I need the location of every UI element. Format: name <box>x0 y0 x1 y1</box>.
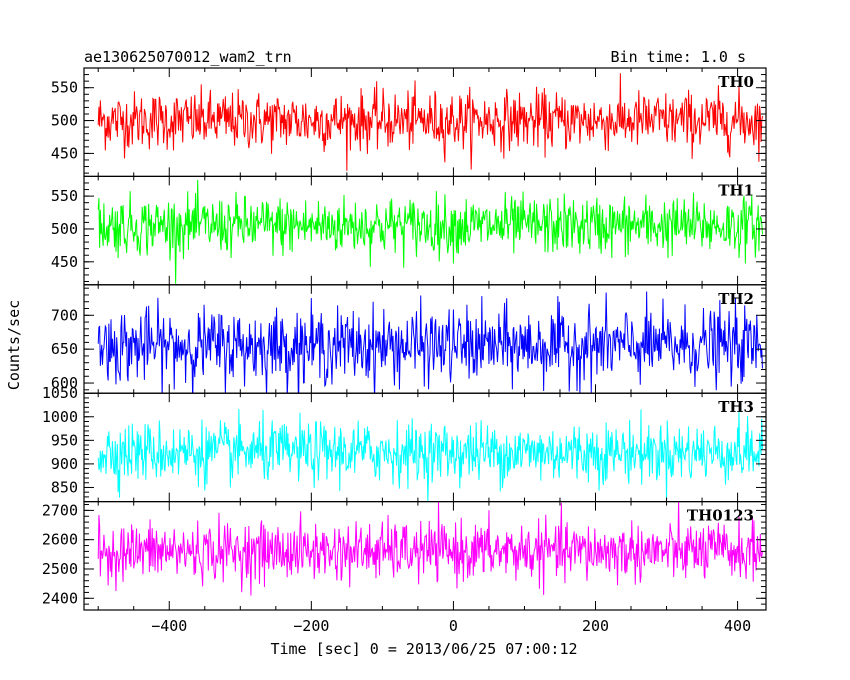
y-tick-label: 450 <box>51 253 78 271</box>
panels-group: 450 500 550 TH0 450 500 550 TH1 600 650 700 TH2 850 9… <box>42 67 767 635</box>
panel-name-label: TH2 <box>718 290 754 308</box>
y-tick-label: 2500 <box>42 560 78 578</box>
panel-name-label: TH3 <box>718 398 754 416</box>
y-tick-label: 1000 <box>42 408 78 426</box>
panel-th0: 450 500 550 TH0 <box>51 67 767 178</box>
y-tick-label: 2400 <box>42 589 78 607</box>
y-tick-label: 2600 <box>42 531 78 549</box>
series-trace-th2 <box>97 291 763 394</box>
y-tick-label: 850 <box>51 478 78 496</box>
y-tick-label: 550 <box>51 79 78 97</box>
series-trace-th0 <box>97 73 763 171</box>
y-tick-label: 600 <box>51 374 78 392</box>
series-trace-th0123 <box>97 501 763 596</box>
x-tick-label: 200 <box>582 617 609 635</box>
x-tick-label: −200 <box>293 617 329 635</box>
y-axis-label: Counts/sec <box>5 300 23 390</box>
bin-time-label: Bin time: 1.0 s <box>611 48 746 66</box>
y-tick-label: 900 <box>51 455 78 473</box>
panel-frame <box>83 501 767 611</box>
x-axis-label: Time [sec] 0 = 2013/06/25 07:00:12 <box>270 640 577 658</box>
y-tick-label: 500 <box>51 112 78 130</box>
panel-name-label: TH0123 <box>687 507 754 525</box>
panel-name-label: TH1 <box>718 181 754 199</box>
panel-th1: 450 500 550 TH1 <box>51 175 767 286</box>
y-tick-label: 650 <box>51 340 78 358</box>
panel-th0123: 2400 2500 2600 2700 TH0123 <box>42 501 767 611</box>
y-tick-label: 2700 <box>42 501 78 519</box>
panel-th3: 850 900 950 1000 1050 TH3 <box>42 384 767 503</box>
x-tick-label: 400 <box>724 617 751 635</box>
chart-title: ae130625070012_wam2_trn <box>84 48 292 66</box>
series-trace-th1 <box>97 180 763 284</box>
series-trace-th3 <box>97 409 763 502</box>
panel-name-label: TH0 <box>718 73 754 91</box>
y-tick-label: 950 <box>51 431 78 449</box>
y-tick-label: 1050 <box>42 384 78 402</box>
y-tick-label: 550 <box>51 187 78 205</box>
y-tick-label: 700 <box>51 306 78 324</box>
x-tick-label: 0 <box>449 617 458 635</box>
y-tick-label: 500 <box>51 220 78 238</box>
x-tick-label: −400 <box>151 617 187 635</box>
y-tick-label: 450 <box>51 144 78 162</box>
panel-th2: 600 650 700 TH2 <box>51 284 767 394</box>
